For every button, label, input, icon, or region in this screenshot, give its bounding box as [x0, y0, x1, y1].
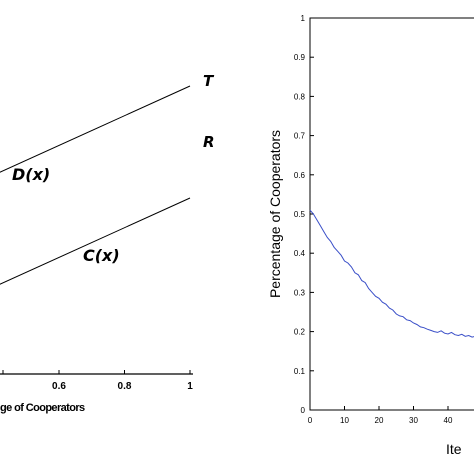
right-chart: 00.10.20.30.40.50.60.70.80.91 0 10 20 30 40 … [267, 14, 474, 457]
left-x-tick-label: 0.6 [52, 381, 66, 392]
right-y-axis-label: Percentage of Cooperators [267, 130, 283, 298]
right-x-tick-label: 40 [444, 416, 453, 425]
right-y-tick-label: 0 [301, 406, 306, 415]
right-y-tick-label: 0.3 [294, 288, 306, 297]
right-y-tick-label: 0.5 [294, 210, 306, 219]
right-y-ticks: 0 0.1 0.2 0.3 0.4 0.5 0.6 0.7 0.8 0.9 1 [294, 14, 314, 415]
left-x-axis-label: ge of Cooperators [0, 402, 85, 414]
left-x-tick-label: 1 [187, 381, 193, 392]
right-x-tick-label: 0 [308, 416, 313, 425]
right-y-tick-label: 0.1 [294, 367, 306, 376]
right-x-tick-label: 30 [409, 416, 418, 425]
right-x-tick-label: 20 [375, 416, 384, 425]
right-y-tick-label: 0.7 [294, 132, 306, 141]
left-x-ticks: 0.6 0.8 1 [2, 370, 193, 392]
right-y-tick-label: 0.8 [294, 92, 306, 101]
cooperators-series-line [309, 209, 474, 338]
left-series-lines [0, 85, 191, 285]
label-T: T [203, 72, 215, 90]
left-x-tick-label: 0.8 [118, 381, 132, 392]
right-y-tick-label: 0.9 [294, 53, 306, 62]
right-x-axis-label: Ite [446, 441, 462, 457]
label-R: R [203, 133, 215, 151]
plot-area-frame [309, 17, 474, 411]
left-chart: 0.6 0.8 1 D(x) C(x) T R ge of Cooperators [0, 72, 215, 414]
d-of-x-line [0, 85, 191, 173]
right-y-tick-label: 0.6 [294, 171, 306, 180]
right-y-tick-label: 1 [301, 14, 306, 23]
right-x-ticks: 0 10 20 30 40 [308, 406, 453, 425]
right-y-tick-label: 0.4 [294, 249, 306, 258]
right-x-tick-label: 10 [340, 416, 349, 425]
c-of-x-line [0, 197, 191, 285]
label-c-of-x: C(x) [83, 246, 120, 265]
right-y-tick-label: 0.2 [294, 328, 306, 337]
label-d-of-x: D(x) [12, 165, 50, 184]
